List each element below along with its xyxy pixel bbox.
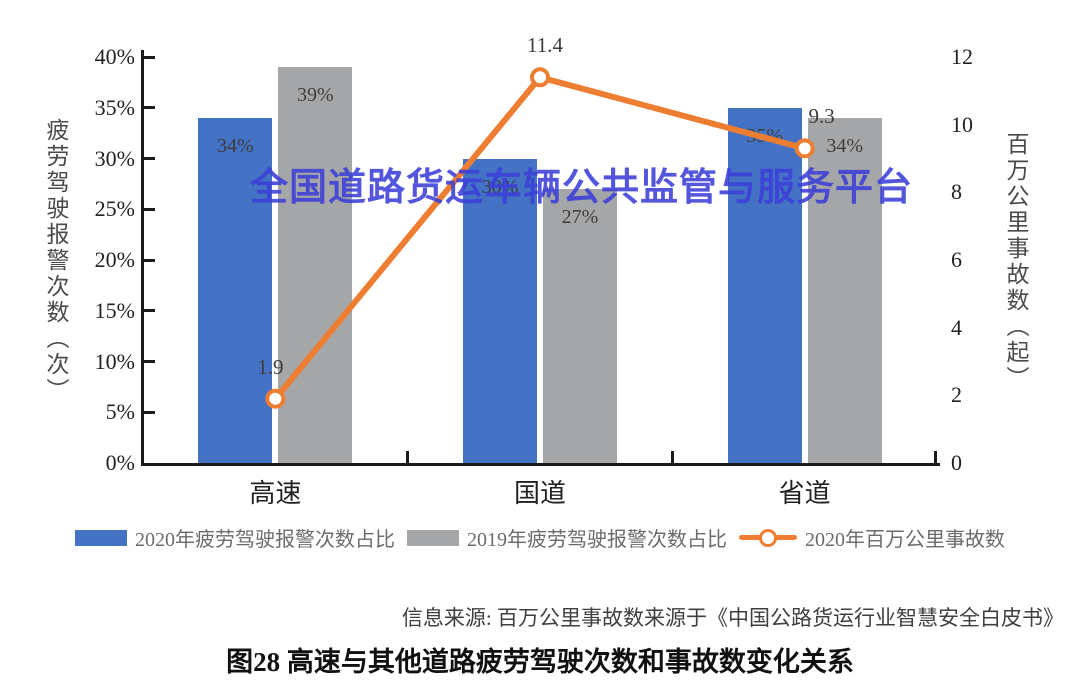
line-value-label: 11.4	[527, 33, 563, 58]
y-axis-tick-label: 25%	[94, 196, 135, 222]
y-axis-tick-label: 10%	[94, 348, 135, 374]
x-axis-tick	[406, 451, 410, 463]
x-axis-line	[141, 463, 940, 466]
x-category-label: 国道	[513, 479, 566, 508]
y-axis-tick-label: 0%	[105, 450, 135, 475]
y-axis-tick	[144, 360, 155, 363]
right-axis-tick-label: 12	[951, 44, 973, 69]
bar-value-label: 34%	[216, 134, 254, 157]
y-axis-tick	[144, 106, 155, 110]
chart-legend: 2020年疲劳驾驶报警次数占比 2019年疲劳驾驶报警次数占比 2020年百万公…	[0, 523, 1080, 552]
right-axis-tick-label: 8	[951, 179, 962, 205]
legend-item-accident-line: 2020年百万公里事故数	[739, 523, 1005, 552]
y-axis-tick	[144, 258, 155, 262]
bar-value-label: 34%	[826, 134, 863, 157]
y-axis-tick-label: 15%	[94, 297, 135, 323]
x-category-label: 省道	[778, 479, 831, 508]
orange-line-marker-icon	[739, 528, 797, 547]
x-axis-tick	[670, 451, 674, 463]
line-value-label: 1.9	[257, 354, 284, 379]
y-axis-tick	[144, 410, 155, 414]
y-axis-tick-label: 20%	[94, 247, 135, 272]
legend-label: 2019年疲劳驾驶报警次数占比	[467, 529, 727, 551]
legend-label: 2020年百万公里事故数	[805, 529, 1005, 551]
left-axis-title: 疲劳驾驶报警次数（次）	[43, 118, 68, 404]
y-axis-tick	[144, 207, 155, 211]
y-axis-tick	[144, 157, 155, 160]
legend-label: 2020年疲劳驾驶报警次数占比	[135, 529, 395, 551]
y-axis-tick-label: 5%	[105, 399, 135, 425]
bar-2019	[543, 188, 617, 463]
y-axis-line	[141, 50, 144, 466]
y-axis-tick-label: 35%	[94, 94, 135, 120]
right-axis-tick-label: 10	[951, 111, 973, 137]
figure-caption: 图28 高速与其他道路疲劳驾驶次数和事故数变化关系	[226, 647, 854, 677]
right-axis-tick-label: 2	[951, 382, 962, 408]
bar-2020	[198, 117, 273, 463]
legend-item-2019-bars: 2019年疲劳驾驶报警次数占比	[407, 523, 727, 552]
x-axis-end-tick	[934, 451, 937, 463]
right-axis-tick-label: 4	[951, 314, 962, 340]
blue-bar-swatch-icon	[75, 529, 127, 546]
watermark-text: 全国道路货运车辆公共监管与服务平台	[250, 167, 914, 209]
right-axis-title: 百万公里事故数（起）	[1003, 132, 1028, 392]
y-axis-tick	[144, 309, 155, 313]
legend-item-2020-bars: 2020年疲劳驾驶报警次数占比	[75, 523, 395, 552]
y-axis-tick	[144, 55, 155, 59]
bar-2019	[278, 67, 353, 463]
right-axis-tick-label: 0	[951, 450, 962, 475]
bar-value-label: 39%	[296, 84, 334, 107]
x-category-label: 高速	[249, 479, 302, 508]
bar-2019	[807, 117, 882, 463]
line-value-label: 9.3	[808, 104, 835, 129]
y-axis-tick-label: 30%	[94, 145, 135, 171]
right-axis-tick-label: 6	[951, 247, 962, 272]
y-axis-tick-label: 40%	[94, 44, 135, 69]
gray-bar-swatch-icon	[407, 529, 459, 546]
source-note: 信息来源: 百万公里事故数来源于《中国公路货运行业智慧安全白皮书》	[401, 606, 1064, 630]
